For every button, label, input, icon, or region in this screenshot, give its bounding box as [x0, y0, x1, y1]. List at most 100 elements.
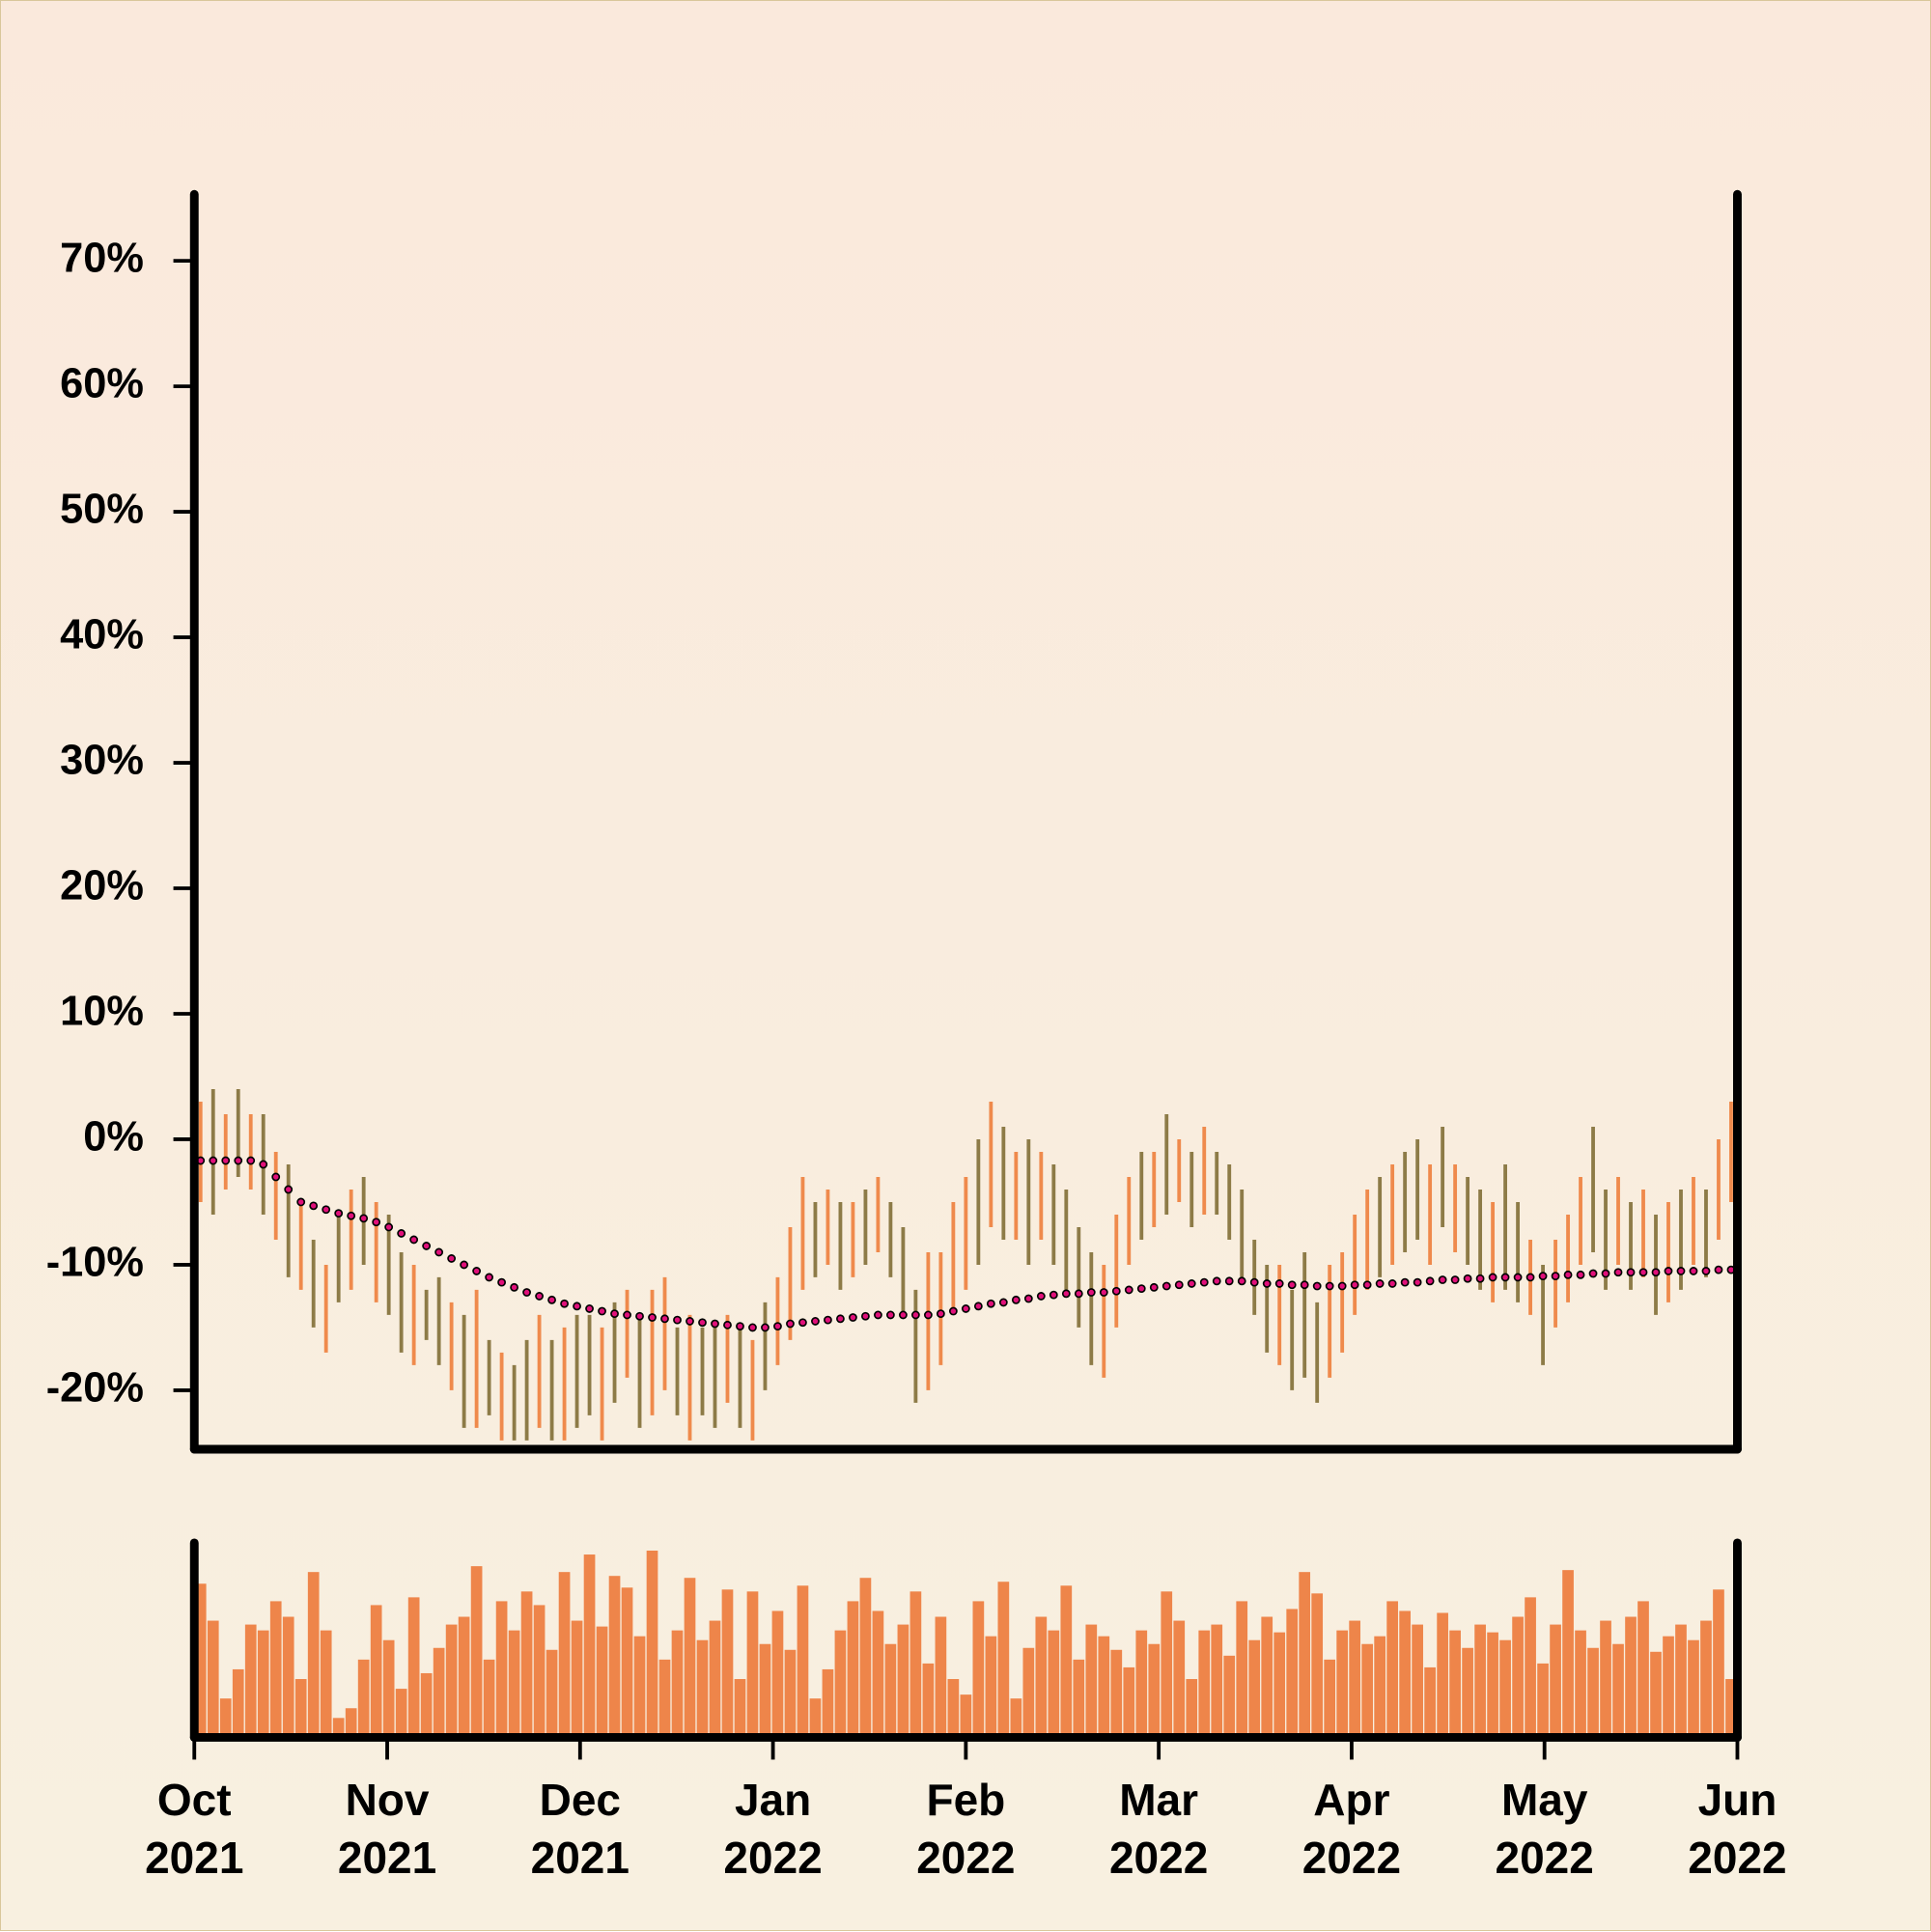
moving-average-dot	[209, 1156, 218, 1165]
moving-average-dot	[723, 1320, 732, 1330]
volume-bar	[1186, 1679, 1198, 1738]
moving-average-dot	[686, 1317, 694, 1326]
moving-average-dot	[961, 1304, 970, 1313]
volume-bar	[822, 1668, 834, 1738]
moving-average-dot	[1563, 1270, 1573, 1279]
moving-average-dot	[910, 1310, 920, 1320]
moving-average-dot	[510, 1282, 518, 1292]
volume-bar	[872, 1610, 884, 1738]
moving-average-dot	[635, 1311, 644, 1321]
moving-average-dot	[1124, 1285, 1133, 1295]
y-tick-label: 70%	[60, 236, 144, 282]
volume-bar	[194, 1583, 207, 1738]
moving-average-dot	[673, 1315, 682, 1325]
volume-bar	[1437, 1612, 1448, 1738]
x-tick-label: May 2022	[1495, 1774, 1594, 1883]
moving-average-dot	[1174, 1280, 1184, 1290]
volume-bar	[1299, 1572, 1311, 1738]
moving-average-dot	[284, 1185, 294, 1194]
volume-bar	[458, 1616, 470, 1738]
volume-bar	[294, 1679, 307, 1738]
volume-bar	[997, 1582, 1010, 1738]
volume-bar	[1161, 1591, 1173, 1738]
y-tick-label: 30%	[60, 737, 144, 783]
moving-average-dot	[1689, 1267, 1698, 1275]
volume-bar	[1035, 1616, 1048, 1738]
moving-average-dot	[1525, 1273, 1535, 1282]
volume-bar	[1575, 1630, 1586, 1738]
volume-bar	[1487, 1632, 1498, 1738]
volume-bar	[633, 1636, 646, 1738]
moving-average-dot	[1300, 1280, 1309, 1290]
volume-bar	[282, 1616, 294, 1738]
moving-average-dot	[1086, 1288, 1096, 1297]
volume-bar	[483, 1659, 495, 1738]
volume-bar	[1048, 1630, 1060, 1738]
volume-bar	[1085, 1624, 1098, 1738]
volume-bar	[734, 1679, 746, 1738]
volume-bar	[797, 1585, 809, 1738]
volume-bar	[1462, 1647, 1473, 1738]
moving-average-dot	[573, 1302, 581, 1311]
volume-bar	[1022, 1647, 1035, 1738]
volume-bar	[232, 1668, 244, 1738]
moving-average-dot	[560, 1299, 569, 1308]
moving-average-dot	[1249, 1277, 1259, 1287]
volume-bar	[1349, 1620, 1361, 1738]
moving-average-dot	[1576, 1270, 1585, 1279]
moving-average-dot	[259, 1160, 268, 1169]
moving-average-dot	[736, 1322, 744, 1331]
moving-average-dot	[660, 1314, 669, 1324]
volume-bar	[1098, 1636, 1110, 1738]
volume-bar	[307, 1572, 320, 1738]
moving-average-dot	[271, 1172, 281, 1182]
x-tick-label: Apr 2022	[1301, 1774, 1402, 1883]
moving-average-dot	[1362, 1280, 1372, 1290]
y-tick-label: 0%	[83, 1113, 144, 1160]
moving-average-dot	[948, 1306, 958, 1316]
moving-average-dot	[1036, 1292, 1046, 1301]
volume-bar	[1537, 1663, 1549, 1738]
x-tick-label: Dec 2021	[530, 1774, 630, 1883]
moving-average-dot	[648, 1313, 657, 1322]
moving-average-dot	[1450, 1275, 1460, 1284]
volume-bar	[1412, 1624, 1423, 1738]
y-tick-label: 20%	[60, 862, 144, 909]
moving-average-dot	[836, 1314, 845, 1324]
moving-average-dot	[434, 1247, 444, 1257]
volume-bar	[1273, 1632, 1286, 1738]
volume-bar	[219, 1698, 232, 1738]
moving-average-dot	[1488, 1273, 1497, 1282]
volume-bar	[910, 1591, 922, 1738]
moving-average-dot	[1387, 1279, 1397, 1288]
moving-average-dot	[1312, 1281, 1322, 1291]
volume-bar	[1374, 1636, 1385, 1738]
volume-bar	[1198, 1630, 1211, 1738]
y-tick-label: -10%	[46, 1239, 144, 1285]
volume-bar	[257, 1630, 269, 1738]
volume-bar	[746, 1591, 759, 1738]
volume-bar	[1474, 1624, 1486, 1738]
moving-average-dot	[786, 1319, 795, 1329]
moving-average-dot	[973, 1302, 983, 1311]
volume-bar	[433, 1647, 445, 1738]
volume-bar	[1135, 1630, 1148, 1738]
x-tick-label: Feb 2022	[916, 1774, 1016, 1883]
moving-average-dot	[422, 1242, 432, 1250]
volume-bar	[1123, 1666, 1135, 1738]
moving-average-dot	[986, 1299, 995, 1308]
moving-average-dot	[1500, 1273, 1510, 1282]
volume-bar	[1236, 1601, 1248, 1738]
moving-average-dot	[824, 1315, 832, 1325]
moving-average-dot	[1538, 1272, 1548, 1281]
volume-bar	[1248, 1639, 1261, 1738]
moving-average-dot	[1287, 1280, 1297, 1290]
moving-average-dot	[1224, 1276, 1234, 1286]
volume-bar	[1223, 1655, 1236, 1738]
moving-average-dot	[1011, 1295, 1021, 1304]
moving-average-dot	[1714, 1265, 1723, 1274]
y-tick-label: 40%	[60, 612, 144, 658]
volume-bar	[1663, 1636, 1674, 1738]
moving-average-dot	[309, 1201, 319, 1211]
volume-bar	[935, 1616, 947, 1738]
